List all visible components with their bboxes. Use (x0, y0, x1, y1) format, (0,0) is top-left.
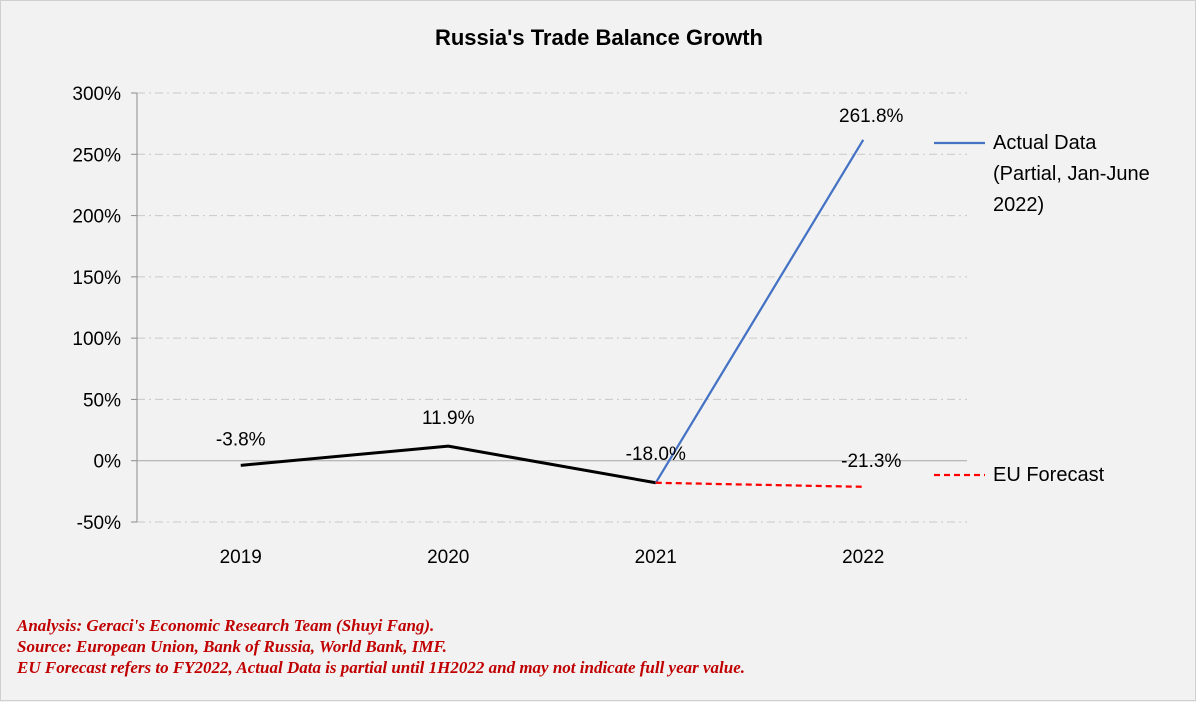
gridlines (137, 92, 967, 523)
x-tick-label: 2019 (220, 547, 262, 568)
series-line (654, 139, 865, 484)
historical-line (240, 444, 657, 485)
data-label: 261.8% (839, 106, 904, 127)
chart-title: Russia's Trade Balance Growth (435, 25, 763, 50)
note-source: Source: European Union, Bank of Russia, … (17, 637, 447, 656)
data-labels: -3.8% 11.9% -18.0% 261.8% -21.3% (216, 106, 904, 472)
legend-label: (Partial, Jan-June (993, 163, 1150, 185)
y-tick-label: 0% (94, 452, 122, 473)
legend-label: 2022) (993, 194, 1044, 216)
note-disclaimer: EU Forecast refers to FY2022, Actual Dat… (17, 658, 746, 677)
x-tick-label: 2020 (427, 547, 469, 568)
x-tick-label: 2021 (635, 547, 677, 568)
y-tick-label: 100% (72, 329, 121, 350)
y-tick-label: 50% (83, 390, 121, 411)
series-lines (240, 139, 865, 488)
y-tick-label: 200% (72, 207, 121, 228)
y-tick-label: 250% (72, 145, 121, 166)
legend-label: EU Forecast (993, 464, 1105, 486)
data-label: 11.9% (422, 408, 475, 429)
series-line (655, 481, 864, 488)
legend: Actual Data (Partial, Jan-June 2022) EU For… (934, 132, 1150, 486)
y-tick-label: 150% (72, 268, 121, 289)
data-label: -3.8% (216, 429, 266, 450)
y-axis-ticks: -50% 0% 50% 100% 150% 200% 250% 300% (72, 84, 121, 534)
legend-label: Actual Data (993, 132, 1097, 154)
data-label: -18.0% (626, 444, 686, 465)
x-tick-label: 2022 (842, 547, 884, 568)
y-tick-label: -50% (77, 513, 121, 534)
y-tick-label: 300% (72, 84, 121, 105)
note-analysis: Analysis: Geraci's Economic Research Tea… (17, 616, 435, 635)
x-axis-ticks: 2019 2020 2021 2022 (220, 547, 885, 568)
data-label: -21.3% (841, 451, 901, 472)
footnotes: Analysis: Geraci's Economic Research Tea… (17, 615, 745, 678)
